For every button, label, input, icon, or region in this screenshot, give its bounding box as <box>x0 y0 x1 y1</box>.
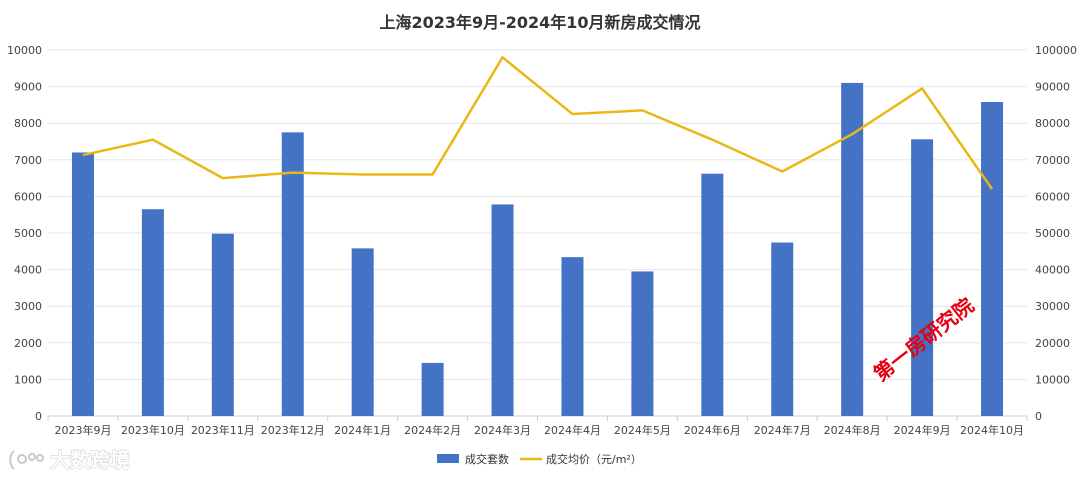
left-y-tick-label: 7000 <box>14 154 42 167</box>
left-y-tick-label: 1000 <box>14 373 42 386</box>
left-y-tick-label: 6000 <box>14 190 42 203</box>
x-tick-label: 2024年7月 <box>754 423 811 437</box>
legend: 成交套数 成交均价（元/m²） <box>437 452 642 466</box>
left-y-tick-label: 8000 <box>14 117 42 130</box>
line-series <box>82 56 994 190</box>
bar <box>351 248 374 416</box>
legend-bar-swatch <box>437 454 459 463</box>
bar <box>281 132 304 416</box>
x-tick-label: 2024年4月 <box>544 423 601 437</box>
right-y-tick-label: 50000 <box>1035 227 1070 240</box>
bar <box>491 204 514 416</box>
bar <box>211 233 234 416</box>
bar <box>561 257 584 416</box>
x-tick-label: 2024年9月 <box>894 423 951 437</box>
x-axis: 2023年9月 2023年10月 2023年11月 2023年12月 2024年1月 20… <box>47 416 1028 437</box>
bar <box>71 152 94 417</box>
left-y-tick-label: 4000 <box>14 264 42 277</box>
bar <box>771 242 794 416</box>
right-y-axis: 0 10000 20000 30000 40000 50000 60000 70000 8000… <box>1035 44 1077 423</box>
x-tick-label: 2024年6月 <box>684 423 741 437</box>
right-y-tick-label: 30000 <box>1035 300 1070 313</box>
x-tick-label: 2024年5月 <box>614 423 671 437</box>
x-tick-label: 2023年9月 <box>54 423 111 437</box>
bar <box>911 139 934 416</box>
legend-bar-label: 成交套数 <box>465 452 509 466</box>
left-y-tick-label: 9000 <box>14 81 42 94</box>
right-y-tick-label: 10000 <box>1035 373 1070 386</box>
x-tick-label: 2023年10月 <box>121 423 185 437</box>
left-y-tick-label: 2000 <box>14 337 42 350</box>
right-y-tick-label: 100000 <box>1035 44 1077 57</box>
right-y-tick-label: 80000 <box>1035 117 1070 130</box>
line-series-path <box>82 56 994 190</box>
x-tick-label: 2023年11月 <box>191 423 255 437</box>
bar <box>421 362 444 416</box>
left-y-axis: 0 1000 2000 3000 4000 5000 6000 7000 8000 9000 100… <box>7 44 42 423</box>
right-y-tick-label: 40000 <box>1035 264 1070 277</box>
right-y-tick-label: 90000 <box>1035 81 1070 94</box>
left-y-tick-label: 3000 <box>14 300 42 313</box>
bar <box>631 271 654 416</box>
right-y-tick-label: 60000 <box>1035 190 1070 203</box>
x-tick-label: 2024年10月 <box>960 423 1024 437</box>
x-tick-label: 2024年1月 <box>334 423 391 437</box>
bar <box>841 82 864 416</box>
dashuo-logo-icon <box>9 450 44 470</box>
chart-title: 上海2023年9月-2024年10月新房成交情况 <box>379 13 700 32</box>
legend-line-label: 成交均价（元/m²） <box>546 452 642 466</box>
bar <box>701 173 724 416</box>
bar <box>981 101 1004 417</box>
x-tick-label: 2024年3月 <box>474 423 531 437</box>
right-y-tick-label: 0 <box>1035 410 1042 423</box>
right-y-tick-label: 20000 <box>1035 337 1070 350</box>
left-y-tick-label: 0 <box>35 410 42 423</box>
right-y-tick-label: 70000 <box>1035 154 1070 167</box>
left-y-tick-label: 5000 <box>14 227 42 240</box>
watermark: 大数跨境 <box>9 448 130 472</box>
x-tick-label: 2023年12月 <box>261 423 325 437</box>
x-tick-label: 2024年8月 <box>824 423 881 437</box>
bar-series <box>71 82 1004 417</box>
bar <box>141 209 164 416</box>
left-y-tick-label: 10000 <box>7 44 42 57</box>
x-tick-label: 2024年2月 <box>404 423 461 437</box>
watermark-text: 大数跨境 <box>50 448 130 472</box>
